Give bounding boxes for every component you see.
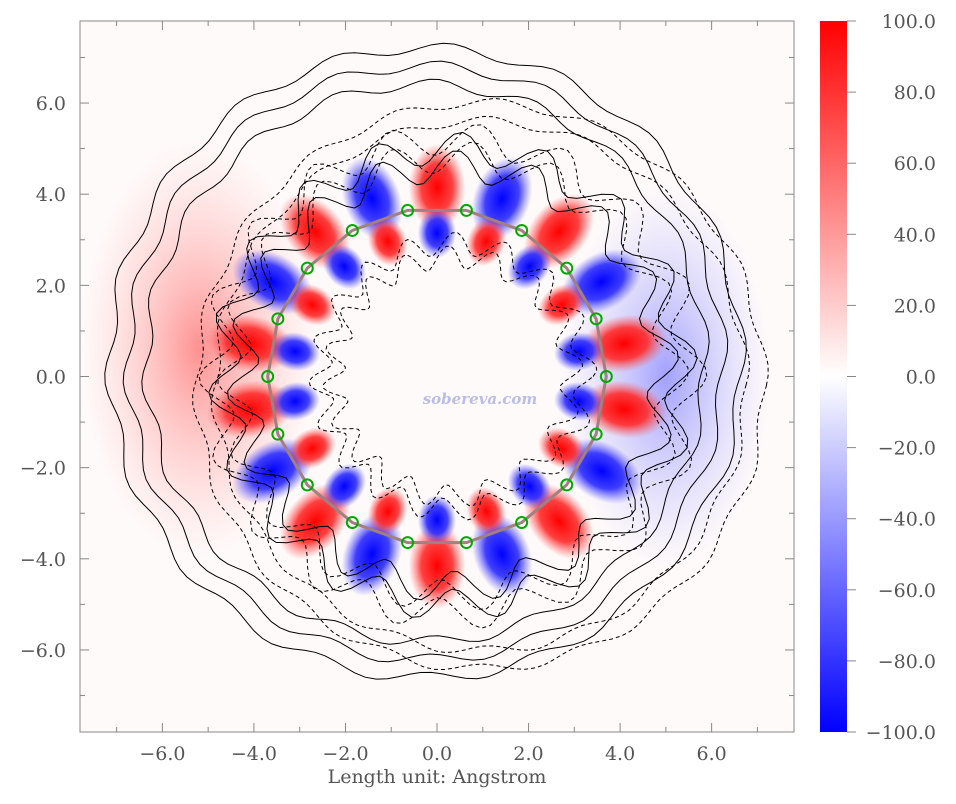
atom-marker <box>515 223 529 237</box>
atom-marker <box>271 427 285 441</box>
colorbar-axis: 100.0 80.0 60.0 40.0 20.0 0.0 −20.0 −40.0 −60.0 −… <box>847 11 936 744</box>
x-axis-label: Length unit: Angstrom <box>328 766 547 788</box>
colorbar-tick-label: 40.0 <box>894 224 936 246</box>
atom-marker <box>401 536 415 550</box>
negative-lobe <box>553 332 604 371</box>
atom-marker <box>300 478 314 492</box>
colorbar-tick-label: −80.0 <box>878 651 936 673</box>
atom-marker <box>459 203 473 217</box>
x-tick-label: 2.0 <box>513 743 543 765</box>
positive-lobe <box>466 486 507 536</box>
atom-marker <box>560 261 574 275</box>
atom-marker <box>345 516 359 530</box>
colorbar-tick-label: 100.0 <box>882 11 936 33</box>
atom-marker <box>459 536 473 550</box>
x-tick-label: 0.0 <box>422 743 452 765</box>
negative-lobe <box>270 382 321 421</box>
atom-marker <box>589 312 603 326</box>
atom-marker <box>261 370 275 383</box>
positive-lobe <box>538 283 586 326</box>
y-tick-label: −4.0 <box>20 549 66 571</box>
lobe-contour-dashed <box>198 124 708 629</box>
y-tick-label: −2.0 <box>20 458 66 480</box>
negative-lobe <box>322 463 367 510</box>
negative-region-right <box>560 184 772 569</box>
atom-marker <box>300 261 314 275</box>
negative-lobe <box>322 243 367 290</box>
y-tick-label: −6.0 <box>20 640 66 662</box>
outer-contour-dashed <box>192 97 769 671</box>
outer-contour <box>122 60 729 663</box>
x-tick-label: 4.0 <box>605 743 635 765</box>
negative-lobe <box>417 207 457 259</box>
ring-bonds <box>266 208 608 545</box>
positive-lobe <box>538 427 586 470</box>
negative-lobe <box>270 332 321 371</box>
x-tick-label: 6.0 <box>697 743 727 765</box>
positive-lobe <box>466 217 507 267</box>
y-tick-label: 2.0 <box>36 275 66 297</box>
positive-lobe <box>288 427 336 470</box>
atom-marker <box>345 223 359 237</box>
positive-lobe <box>288 283 336 326</box>
colorbar-tick-label: 80.0 <box>894 82 936 104</box>
atom-marker <box>560 478 574 492</box>
positive-lobe <box>367 217 408 267</box>
colorbar-tick-label: −40.0 <box>878 509 936 531</box>
molecule-ring <box>261 203 613 550</box>
lobe-contour <box>227 150 679 601</box>
negative-lobe <box>417 494 457 546</box>
axes: −6.0 −4.0 −2.0 0.0 2.0 4.0 6.0 6.0 4.0 2.0 0.0 −2.0… <box>20 21 794 765</box>
colorbar-tick-label: 60.0 <box>894 153 936 175</box>
atom-marker <box>401 203 415 217</box>
negative-lobe <box>507 463 552 510</box>
y-tick-label: 0.0 <box>36 367 66 389</box>
colorbar-tick-label: −60.0 <box>878 580 936 602</box>
atom-marker <box>589 427 603 441</box>
colorbar-tick-label: 0.0 <box>906 367 936 389</box>
colorbar-tick-label: −100.0 <box>866 722 936 744</box>
x-tick-label: −4.0 <box>231 743 277 765</box>
colorbar-tick-label: 20.0 <box>894 295 936 317</box>
x-tick-label: −2.0 <box>322 743 368 765</box>
negative-lobe <box>553 382 604 421</box>
outer-contour <box>104 42 747 680</box>
lobe-contour <box>208 131 698 618</box>
colorbar <box>820 21 847 732</box>
outer-contour <box>141 78 710 645</box>
positive-lobe <box>367 486 408 536</box>
lobe-contour-dashed <box>217 141 689 610</box>
atom-marker <box>515 516 529 530</box>
atom-marker <box>271 312 285 326</box>
colorbar-tick-label: −20.0 <box>878 438 936 460</box>
heatmap-field <box>80 138 772 610</box>
outer-contour-dashed <box>210 115 751 654</box>
contour-lines <box>104 42 769 680</box>
x-tick-label: −6.0 <box>139 743 185 765</box>
y-tick-label: 4.0 <box>36 184 66 206</box>
watermark-text: sobereva.com <box>423 390 538 408</box>
atom-marker <box>599 370 613 383</box>
inner-contour-dashed <box>322 245 584 507</box>
y-tick-label: 6.0 <box>36 93 66 115</box>
